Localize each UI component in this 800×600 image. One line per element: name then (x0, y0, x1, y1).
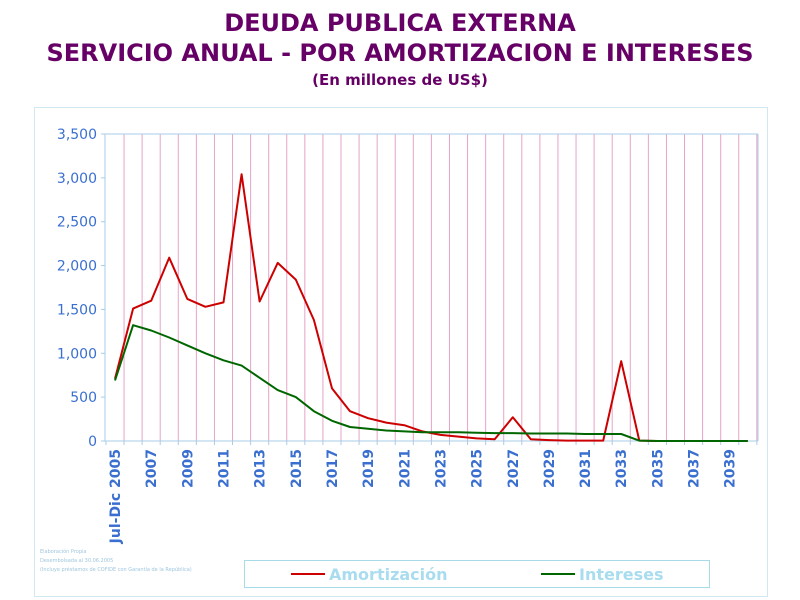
chart-title-line1: DEUDA PUBLICA EXTERNA (224, 9, 576, 37)
y-tick-label: 3,000 (57, 171, 97, 187)
y-tick-label: 500 (70, 390, 97, 406)
legend-label-intereses: Intereses (579, 564, 664, 584)
chart-subtitle: (En millones de US$) (312, 71, 488, 89)
y-tick-label: 1,000 (57, 346, 97, 362)
footnote-line-source: Elaboración Propia (40, 549, 87, 555)
footnote: Elaboración Propia Desembolsada al 30.06… (40, 548, 192, 575)
x-tick-label: 2033 (614, 449, 630, 488)
x-tick-label: 2029 (542, 449, 558, 488)
x-tick-label: 2027 (506, 449, 522, 488)
footnote-line-date: Desembolsada al 30.06.2005 (40, 558, 114, 564)
x-tick-label: 2017 (325, 449, 341, 488)
x-tick-label: 2007 (144, 449, 160, 488)
x-tick-label: 2015 (289, 449, 305, 488)
y-tick-label: 2,500 (57, 215, 97, 231)
legend-label-amortizacion: Amortización (329, 564, 448, 584)
y-tick-label: 0 (88, 434, 97, 450)
x-tick-label: 2039 (723, 449, 739, 488)
x-tick-label: 2025 (470, 449, 486, 488)
y-tick-label: 3,500 (57, 127, 97, 143)
x-tick-label: 2035 (650, 449, 666, 488)
x-tick-label: 2019 (361, 449, 377, 488)
series-line-intereses (114, 324, 748, 442)
title-block: DEUDA PUBLICA EXTERNA SERVICIO ANUAL - P… (0, 8, 800, 92)
x-tick-label: 2021 (397, 449, 413, 488)
legend-item-intereses: Intereses (541, 564, 663, 584)
x-tick-label: 2037 (687, 449, 703, 488)
legend: Amortización Intereses (244, 560, 710, 588)
x-tick-label: 2023 (433, 449, 449, 488)
y-tick-label: 2,000 (57, 259, 97, 275)
x-tick-label: 2031 (578, 449, 594, 488)
legend-swatch-amortizacion (291, 573, 325, 575)
x-tick-label: 2013 (253, 449, 269, 488)
legend-swatch-intereses (541, 573, 575, 575)
chart-title-line2: SERVICIO ANUAL - POR AMORTIZACION E INTE… (46, 39, 754, 67)
x-tick-label: 2011 (216, 449, 232, 488)
legend-item-amortizacion: Amortización (291, 564, 448, 584)
footnote-line-note: (Incluye préstamos de COFIDE con Garantí… (40, 567, 192, 573)
x-tick-label: 2009 (180, 449, 196, 488)
x-tick-label: Jul-Dic 2005 (108, 449, 124, 544)
y-tick-label: 1,500 (57, 302, 97, 318)
chart-frame (34, 107, 768, 597)
